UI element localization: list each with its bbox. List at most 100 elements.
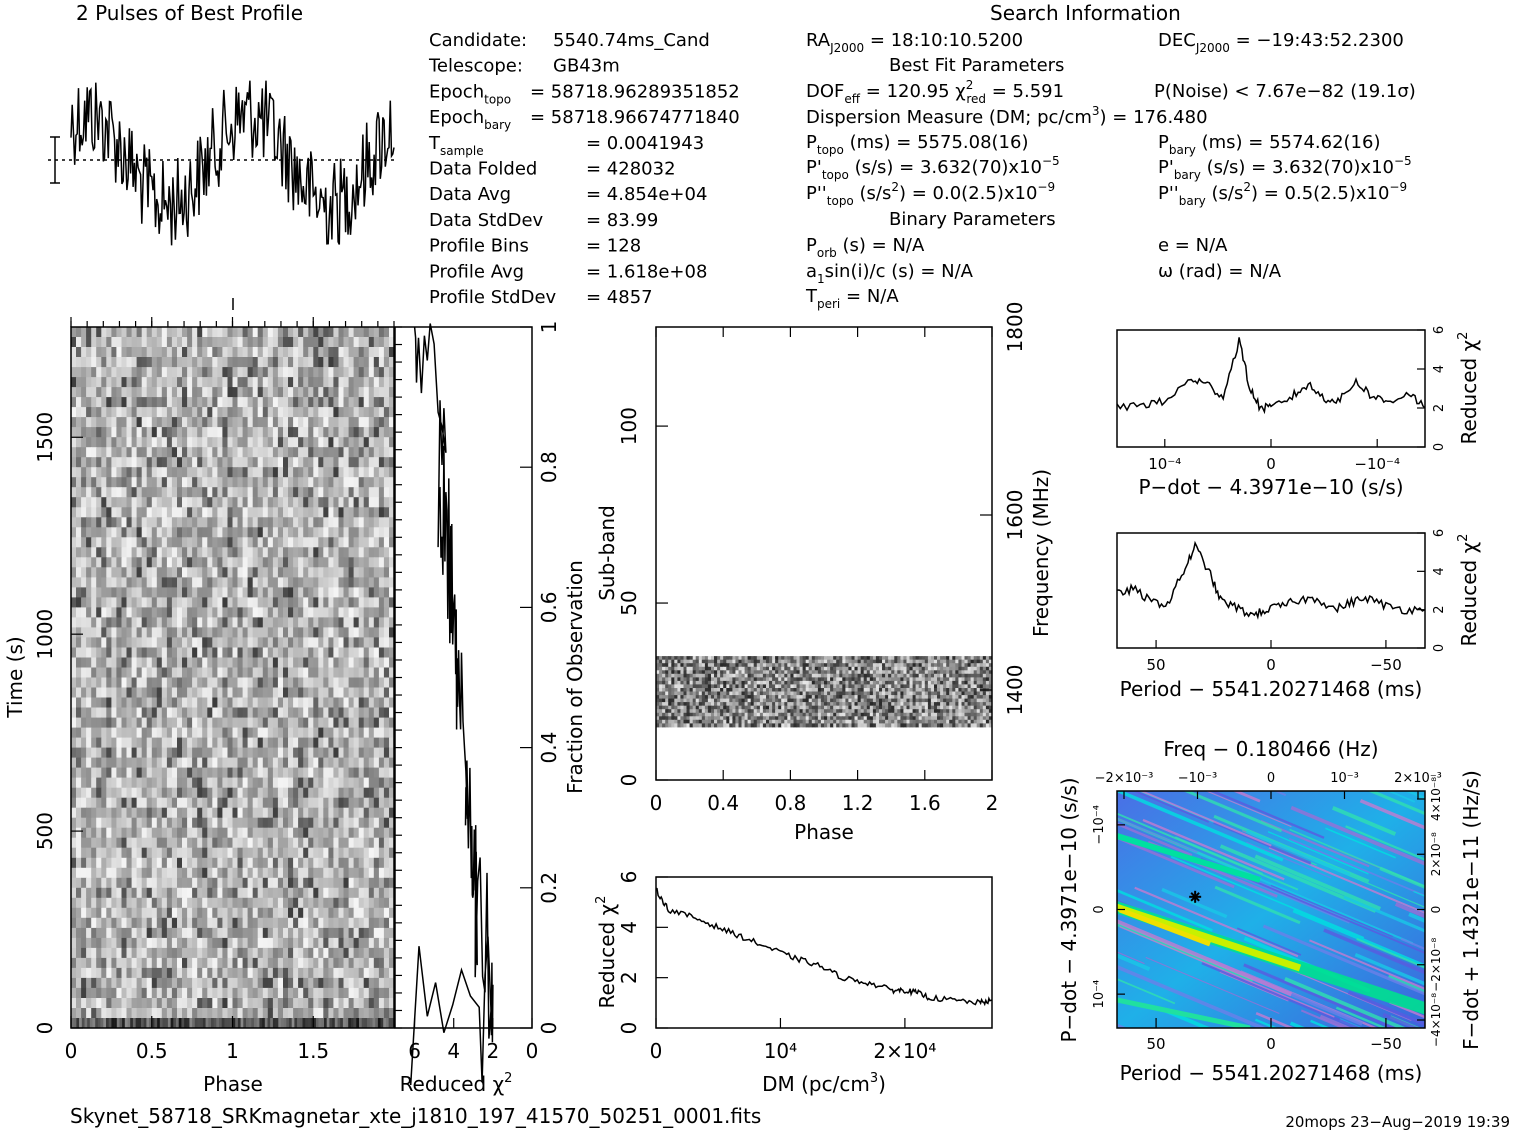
tick-label: 2 (617, 971, 641, 984)
tick-label: 1.5 (297, 1039, 329, 1063)
pdot-chi2-trace (1116, 337, 1426, 415)
tick-label: 10⁴ (764, 1039, 797, 1063)
tick-label: 0 (526, 1039, 539, 1063)
time-chi2-ticks: 6 4 2 0 0 0.2 0.4 0.6 0.8 1 (395, 321, 561, 1063)
pdot-chi2-ticks: 10⁻⁴ 0 −10⁻⁴ 0 2 4 6 (1148, 326, 1447, 473)
period-ylabel: Reduced χ2 (1456, 534, 1481, 647)
tick-label: −2×10⁻³ (1095, 771, 1154, 786)
info-value: = 83.99 (586, 210, 658, 231)
tick-label: 50 (1147, 656, 1166, 674)
tick-label: 50 (1147, 1035, 1166, 1053)
time-phase-ylabel: Time (s) (3, 636, 27, 718)
tick-label: 0 (65, 1039, 78, 1063)
tick-label: 6 (617, 871, 641, 884)
dof-value: = 120.95 (866, 81, 950, 102)
time-chi2-frame (394, 326, 533, 1029)
period-chi2-frame (1116, 532, 1426, 649)
fraction-ylabel: Fraction of Observation (563, 560, 587, 794)
tick-label: −2×10⁻⁸ (1429, 937, 1443, 991)
pddot-bary: P''bary (s/s2) = 0.5(2.5)x10−9 (1158, 180, 1407, 208)
info-label: Data StdDev (429, 210, 544, 231)
plane-ticks: 50 0 −50 10⁻⁴ 0 −10⁻⁴ −2×10⁻³ −10⁻³ 0 10⁻³ 2×10⁻³ −… (1092, 771, 1443, 1053)
dof-label: DOFeff = 120.95 χ2 red = 5.591 (806, 78, 1064, 106)
plane-ylabel: P−dot − 4.3971e−10 (s/s) (1057, 777, 1081, 1042)
tick-label: 6 (1432, 529, 1447, 537)
tick-label: 0 (33, 1022, 57, 1035)
tick-label: 0 (650, 791, 663, 815)
tick-label: 6 (1432, 326, 1447, 334)
ecc: e = N/A (1158, 235, 1228, 256)
dm-chi2-frame (655, 876, 993, 1029)
frequency-ylabel: Frequency (MHz) (1029, 469, 1053, 637)
tick-label: 4 (1432, 365, 1447, 373)
tick-label: 0 (1266, 1035, 1276, 1053)
time-phase-plot: 0 500 1000 1500 0 0.5 1 1.5 Phase Time (s) (3, 317, 395, 1096)
plane-xlabel: Period − 5541.20271468 (ms) (1120, 1061, 1423, 1085)
dec-label: DECJ2000 = −19:43:52.2300 (1158, 30, 1404, 55)
pdot-ylabel: Reduced χ2 (1456, 332, 1481, 445)
chi2-value: = 5.591 (992, 81, 1064, 102)
dm-ylabel: Reduced χ2 (594, 896, 619, 1009)
time-chi2-xlabel: Reduced χ2 (400, 1071, 513, 1096)
info-value: = 1.618e+08 (586, 261, 707, 282)
info-label: Epochbary (429, 107, 511, 132)
search-title: Search Information (990, 1, 1181, 25)
tick-label: 50 (617, 590, 641, 615)
tick-label: 4 (447, 1039, 460, 1063)
tick-label: 2×10⁻³ (1394, 771, 1442, 786)
subband-ticks: 0 0.4 0.8 1.2 1.6 2 0 50 100 1400 1600 1800 (617, 302, 1027, 815)
subband-phase-plot: 0 0.4 0.8 1.2 1.6 2 0 50 100 1400 1600 1800 Phase S… (595, 302, 1053, 844)
info-value: = 0.0041943 (586, 133, 704, 154)
dm-chi2-plot: 0 10⁴ 2×10⁴ 0 2 4 6 DM (pc/cm3) Reduced χ2 (594, 871, 993, 1096)
tick-label: 0 (1266, 656, 1276, 674)
info-label: Profile StdDev (429, 287, 557, 308)
fdot-ylabel: F−dot + 1.4321e−11 (Hz/s) (1459, 770, 1483, 1050)
tick-label: 0 (650, 1039, 663, 1063)
tick-label: 0.2 (537, 872, 561, 904)
tick-label: 2×10⁴ (873, 1039, 936, 1063)
pdot-chi2-frame (1116, 329, 1426, 448)
profile-plot (48, 80, 395, 310)
freq-xlabel: Freq − 0.180466 (Hz) (1163, 737, 1378, 761)
pdot-bary: P'bary (s/s) = 3.632(70)x10−5 (1158, 154, 1412, 182)
pdot-xlabel: P−dot − 4.3971e−10 (s/s) (1138, 475, 1403, 499)
search-info: RAJ2000 = 18:10:10.5200 DECJ2000 = −19:4… (805, 30, 1416, 311)
porb: Porb (s) = N/A (806, 235, 925, 260)
info-value: = 4857 (586, 287, 653, 308)
best-fit-marker (1189, 890, 1202, 903)
binary-title: Binary Parameters (889, 209, 1056, 230)
tick-label: 4 (1432, 567, 1447, 575)
info-label: Tsample (428, 133, 484, 158)
tick-label: 10⁻⁴ (1148, 455, 1181, 473)
pdot-topo: P'topo (s/s) = 3.632(70)x10−5 (806, 154, 1060, 182)
info-value: = 428032 (586, 159, 676, 180)
time-phase-ticks: 0 500 1000 1500 0 0.5 1 1.5 (33, 317, 395, 1063)
tick-label: 4 (617, 921, 641, 934)
period-xlabel: Period − 5541.20271468 (ms) (1120, 677, 1423, 701)
footer-stamp: 20mops 23−Aug−2019 19:39 (1285, 1113, 1510, 1131)
tick-label: 1400 (1003, 665, 1027, 716)
tick-label: 1.2 (842, 791, 874, 815)
dm-value: ) = 176.480 (1100, 107, 1208, 128)
subband-greyscale (656, 656, 992, 728)
pnoise: P(Noise) < 7.67e−82 (19.1σ) (1154, 81, 1416, 102)
dm-chi2-ticks: 0 10⁴ 2×10⁴ 0 2 4 6 (617, 871, 936, 1063)
tick-label: 0.4 (707, 791, 739, 815)
tick-label: 2 (486, 1039, 499, 1063)
time-phase-xlabel: Phase (203, 1072, 263, 1096)
info-value: GB43m (553, 56, 620, 77)
p-pdot-plane: 50 0 −50 10⁻⁴ 0 −10⁻⁴ −2×10⁻³ −10⁻³ 0 10⁻³ 2×10⁻³ −… (1057, 737, 1483, 1085)
tick-label: 0 (1267, 771, 1275, 786)
asini: a1sin(i)/c (s) = N/A (806, 261, 974, 286)
best-fit-marker-d2 (1190, 892, 1200, 902)
info-label: Profile Bins (429, 236, 529, 257)
tick-label: 6 (408, 1039, 421, 1063)
tick-label: 0 (1092, 905, 1107, 913)
tick-label: −50 (1370, 656, 1402, 674)
info-value: = 58718.96289351852 (530, 81, 740, 102)
footer-filename: Skynet_58718_SRKmagnetar_xte_j1810_197_4… (70, 1104, 761, 1128)
info-label: Data Avg (429, 184, 511, 205)
dm-label: Dispersion Measure (DM; pc/cm3) = 176.48… (806, 104, 1208, 128)
tick-label: 1800 (1003, 302, 1027, 353)
